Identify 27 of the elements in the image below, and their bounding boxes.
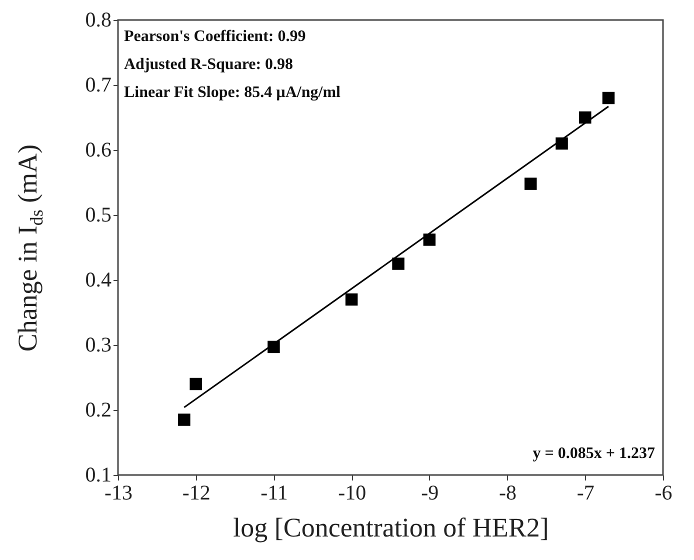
annotation: Linear Fit Slope: 85.4 µA/ng/ml	[124, 84, 342, 101]
x-tick-label: -7	[576, 480, 594, 504]
x-tick-label: -9	[421, 480, 439, 504]
y-tick-label: 0.8	[85, 8, 112, 32]
point	[178, 414, 190, 426]
annotation: Pearson's Coefficient: 0.99	[124, 28, 306, 45]
x-tick-label: -6	[654, 480, 672, 504]
x-axis-title: log [Concentration of HER2]	[233, 512, 549, 542]
y-tick-label: 0.2	[85, 398, 112, 422]
annotation: y = 0.085x + 1.237	[532, 445, 655, 462]
y-tick-label: 0.7	[85, 72, 112, 96]
point	[524, 178, 537, 190]
x-tick-label: -8	[499, 480, 517, 504]
annotation: Adjusted R-Square: 0.98	[124, 56, 294, 73]
point	[345, 293, 358, 306]
point	[190, 378, 202, 390]
y-tick-label: 0.6	[85, 138, 112, 162]
point	[392, 258, 404, 270]
y-tick-label: 0.3	[85, 332, 112, 356]
x-tick-label: -12	[182, 480, 210, 504]
point	[579, 111, 592, 124]
y-tick-label: 0.5	[85, 202, 112, 226]
x-tick-label: -10	[338, 480, 366, 504]
point	[423, 234, 436, 246]
y-tick-label: 0.4	[85, 268, 112, 292]
x-tick-label: -11	[260, 480, 288, 504]
point	[602, 92, 615, 104]
